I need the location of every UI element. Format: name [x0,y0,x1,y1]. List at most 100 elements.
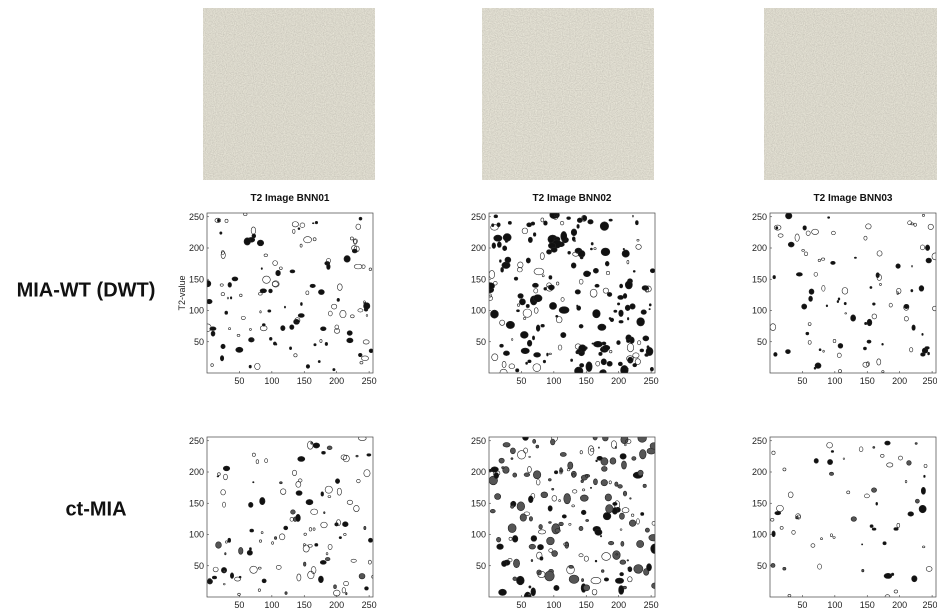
blob [891,572,895,576]
blob [352,238,358,244]
blob [328,310,333,317]
blob [530,559,534,562]
blob [548,352,552,355]
blob [359,361,364,365]
blob [583,270,591,278]
row-label: MIA-WT (DWT) [17,279,156,301]
blob [510,457,514,460]
blob [846,490,851,495]
blob [631,513,635,517]
blob [548,478,552,482]
blob [794,233,800,242]
blob [533,288,539,294]
blob [210,363,214,367]
blob [312,527,316,531]
blob [635,244,642,250]
blob [501,361,507,368]
panel-title: T2 Image BNN02 [533,193,612,204]
blob [320,326,327,332]
blob [604,261,610,267]
blob [591,588,598,596]
blob [649,442,655,450]
blob [528,543,536,550]
blob [231,276,239,282]
blob [358,216,363,221]
blob [523,317,527,320]
blob [222,465,231,472]
blob [600,479,608,487]
blob [595,459,598,463]
x-tick-label: 250 [644,376,659,386]
y-axis-label: T2-value [177,275,187,310]
blob [560,332,567,338]
blob [843,301,847,306]
blob [627,356,634,364]
blob [568,574,580,584]
blob [323,511,326,515]
blob [353,263,363,270]
blob [589,288,598,298]
panel-title: T2 Image BNN01 [251,193,330,204]
blob [516,501,525,512]
blob [225,540,228,544]
blob [615,553,619,556]
blob [317,360,321,363]
blob [594,528,603,536]
blob [627,317,630,321]
blob [645,347,654,356]
blob [785,349,791,354]
blob [326,445,333,451]
blob [289,346,292,351]
blob [307,440,314,450]
blob [640,309,647,315]
blob [319,560,327,565]
blob [238,575,242,579]
blob [628,519,637,527]
blob [612,502,618,506]
y-tick-label: 250 [471,436,486,446]
blob [355,223,361,230]
x-tick-label: 200 [611,376,626,386]
blob [557,344,563,351]
blob [207,323,212,332]
blob [368,348,373,353]
blob [566,468,571,472]
blob [597,323,607,331]
blob [267,309,272,313]
blob [636,239,640,242]
blob [275,565,282,570]
blob [361,264,366,269]
blob [922,545,926,549]
x-tick-label: 150 [297,376,312,386]
blob [536,479,541,486]
blob [896,288,902,294]
blob [539,556,544,561]
blob [896,522,901,528]
blob [587,219,594,225]
blob [535,444,540,449]
blob [517,261,524,269]
axes-box [769,212,937,374]
blob [519,298,526,306]
x-tick-label: 150 [579,600,594,610]
blob [576,305,582,311]
x-tick-label: 100 [827,376,842,386]
blob [608,218,613,222]
binary-image [489,213,655,373]
blob [536,551,543,560]
blob [346,499,354,505]
blob [910,222,914,226]
blob [234,576,241,582]
blob [567,461,574,470]
blob [626,367,629,370]
blob [520,347,530,354]
blob [777,233,784,238]
blob [636,518,640,525]
y-tick-label: 250 [471,212,486,222]
blob [608,480,612,485]
blob [268,288,273,294]
blob [271,281,279,287]
blob [256,239,265,247]
blob [578,526,584,531]
blob [271,541,274,545]
